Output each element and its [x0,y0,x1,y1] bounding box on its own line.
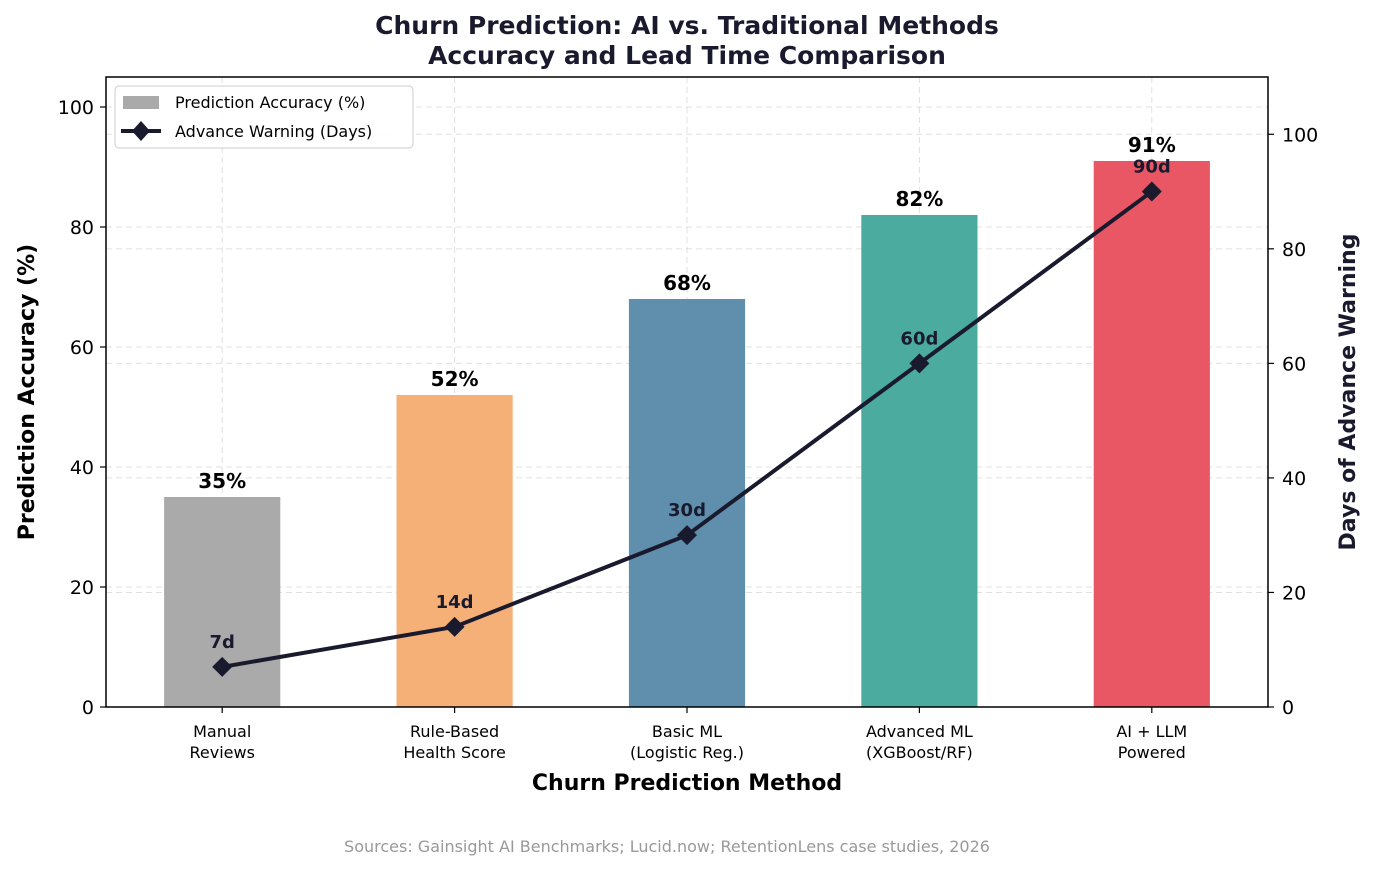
y-tick-label-2: 40 [70,457,94,479]
source-note: Sources: Gainsight AI Benchmarks; Lucid.… [344,837,990,856]
legend-label-accuracy: Prediction Accuracy (%) [175,93,365,112]
y2-tick-label-3: 60 [1282,353,1306,375]
x-tick-label-line: Manual [193,722,251,741]
x-tick-label-line: Basic ML [652,722,722,741]
bar-1 [396,395,513,707]
y2-tick-label-0: 0 [1282,697,1294,719]
y-tick-label-5: 100 [58,97,94,119]
warning-value-label-2: 30d [668,500,706,521]
legend-swatch-accuracy [123,96,159,109]
bar-4 [1093,161,1210,707]
x-tick-label-2: Basic ML (Logistic Reg.) [630,722,744,762]
x-tick-label-line: (Logistic Reg.) [630,743,744,762]
x-tick-label-3: Advanced ML (XGBoost/RF) [866,722,973,762]
y2-tick-label-1: 20 [1282,582,1306,604]
bars-layer [164,161,1210,707]
chart-title: Churn Prediction: AI vs. Traditional Met… [375,11,999,40]
warning-point-4 [1141,181,1162,202]
warning-value-label-3: 60d [900,328,938,349]
y2-tick-label-5: 100 [1282,124,1318,146]
chart-subtitle: Accuracy and Lead Time Comparison [428,41,946,70]
x-tick-label-line: (XGBoost/RF) [866,743,973,762]
bar-3 [861,215,978,707]
y-tick-label-1: 20 [70,577,94,599]
x-tick-label-4: AI + LLM Powered [1116,722,1187,762]
labels-layer: 35% 52% 68% 82% 91% 7d 14d 30d 60d 90d [198,133,1175,653]
legend: Prediction Accuracy (%) Advance Warning … [114,85,414,149]
x-axis-title: Churn Prediction Method [532,771,842,796]
legend-label-warning: Advance Warning (Days) [175,122,372,141]
x-tick-label-1: Rule-Based Health Score [403,722,505,762]
bar-value-label-4: 91% [1128,133,1176,157]
bar-value-label-2: 68% [663,271,711,295]
y-tick-label-4: 80 [70,217,94,239]
warning-value-label-0: 7d [209,632,234,653]
x-tick-label-line: Reviews [189,743,254,762]
axes-layer: 0 20 40 60 80 100 0 20 40 60 80 100 Manual Reviews Rul… [58,76,1318,762]
y2-axis-title: Days of Advance Warning [1336,234,1361,551]
warning-value-label-1: 14d [436,592,474,613]
line-layer [212,181,1162,677]
warning-point-0 [212,656,233,677]
y2-tick-label-2: 40 [1282,468,1306,490]
bar-value-label-3: 82% [895,187,943,211]
warning-value-label-4: 90d [1133,157,1171,178]
y-tick-label-3: 60 [70,337,94,359]
y2-tick-label-4: 80 [1282,239,1306,261]
warning-point-3 [909,353,930,374]
x-tick-label-line: Powered [1118,743,1186,762]
bar-value-label-0: 35% [198,469,246,493]
x-tick-label-line: Rule-Based [410,722,499,741]
x-tick-label-line: Health Score [403,743,505,762]
x-tick-label-0: Manual Reviews [189,722,254,762]
y-axis-title: Prediction Accuracy (%) [15,244,40,540]
x-tick-label-line: AI + LLM [1116,722,1187,741]
warning-point-1 [444,616,465,637]
y-tick-label-0: 0 [82,697,94,719]
bar-2 [628,299,746,707]
legend-box [114,85,414,149]
legend-swatch-warning-marker [132,121,150,141]
warning-point-2 [677,525,697,546]
bar-value-label-1: 52% [431,367,479,391]
x-tick-label-line: Advanced ML [866,722,973,741]
